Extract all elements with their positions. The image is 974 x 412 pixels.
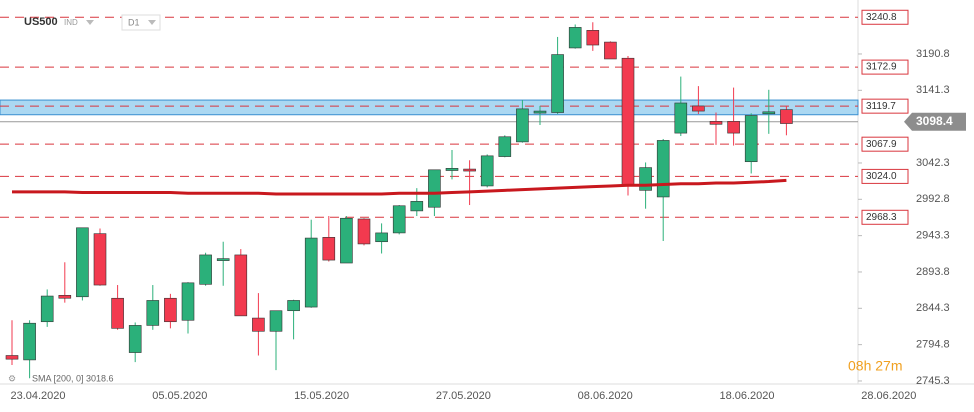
candle-body <box>639 167 652 191</box>
x-tick-label: 27.05.2020 <box>436 390 491 402</box>
candle-body <box>287 300 300 312</box>
zone <box>0 99 859 116</box>
candle-body <box>480 155 494 187</box>
candle-body <box>692 105 705 112</box>
candle-body <box>216 258 230 261</box>
dropdown-arrow[interactable] <box>148 20 156 25</box>
candle-body <box>709 121 723 125</box>
candle-body <box>375 232 388 243</box>
x-tick-label: 08.06.2020 <box>578 390 633 402</box>
level-label: 3119.7 <box>866 101 896 112</box>
dropdown-arrow[interactable] <box>86 20 94 25</box>
y-tick-label: 2992.8 <box>916 193 950 205</box>
candle-body <box>445 168 459 171</box>
candle-body <box>23 322 36 361</box>
candle-body <box>111 297 124 329</box>
level-label: 3024.0 <box>866 171 897 182</box>
timeframe[interactable]: D1 <box>128 17 140 27</box>
level-label: 3240.8 <box>866 12 897 23</box>
candle-body <box>516 108 529 143</box>
candle-body <box>428 169 441 208</box>
level-label-box <box>861 59 909 75</box>
candle-body <box>40 295 54 323</box>
x-tick-label: 05.05.2020 <box>152 390 207 402</box>
candle-body <box>252 317 265 332</box>
candle-body <box>93 233 107 286</box>
sma-line <box>12 178 787 196</box>
candle-body <box>533 110 547 114</box>
y-tick-label: 2794.8 <box>916 339 950 351</box>
level-label-box <box>861 209 909 225</box>
candle-body <box>656 140 670 198</box>
candle-body <box>392 205 406 234</box>
candle-body <box>322 237 336 261</box>
y-tick-label: 2893.8 <box>916 266 950 278</box>
candle-body <box>727 121 740 134</box>
candle-body <box>340 217 353 264</box>
candle-body <box>146 300 160 326</box>
candle-body <box>164 297 177 323</box>
x-tick-label: 18.06.2020 <box>719 390 774 402</box>
indicator-icon[interactable]: ⚙ <box>8 373 16 383</box>
y-tick-label: 2844.3 <box>916 302 950 314</box>
candle-body <box>357 218 371 245</box>
candle-body <box>199 254 212 285</box>
x-tick-label: 15.05.2020 <box>294 390 349 402</box>
candle-body <box>304 237 318 308</box>
level-label-box <box>861 9 909 25</box>
subtitle: IND <box>64 18 78 27</box>
level-label-box <box>861 136 909 152</box>
x-tick-label: 23.04.2020 <box>10 390 65 402</box>
y-tick-label: 3141.3 <box>916 84 950 96</box>
candle-body <box>744 115 758 163</box>
candle-body <box>58 295 72 299</box>
candle-body <box>5 355 19 360</box>
level-label-box <box>861 168 909 184</box>
current-price-label: 3098.4 <box>916 114 953 128</box>
y-tick-label: 2943.3 <box>916 230 950 242</box>
chart-title: US500 <box>24 16 58 28</box>
candle-body <box>234 254 248 317</box>
candle-body <box>463 168 476 172</box>
current-price-box <box>904 112 966 131</box>
candle-body <box>498 136 512 157</box>
candle-body <box>128 325 142 353</box>
candle-body <box>762 111 776 115</box>
y-tick-label: 2745.3 <box>916 375 950 387</box>
candle-body <box>780 109 793 124</box>
timeframe-box[interactable] <box>121 14 161 31</box>
candle-body <box>76 227 89 298</box>
sma-label: SMA [200, 0] 3018.6 <box>32 373 114 383</box>
y-tick-label: 3042.3 <box>916 157 950 169</box>
candle-body <box>269 310 283 332</box>
candle-body <box>604 41 617 60</box>
candle-body <box>621 57 635 187</box>
candle-body <box>551 54 564 113</box>
candle-body <box>181 282 195 321</box>
candle-body <box>568 27 582 49</box>
y-tick-label: 3190.8 <box>916 48 950 60</box>
candle-body <box>586 30 600 46</box>
candle-body <box>410 201 424 212</box>
countdown: 08h 27m <box>848 358 902 374</box>
level-label: 2968.3 <box>866 212 897 223</box>
level-label: 3067.9 <box>866 139 897 150</box>
candle-body <box>674 102 688 134</box>
x-tick-label: 28.06.2020 <box>861 390 916 402</box>
level-label-box <box>861 98 909 114</box>
level-label: 3172.9 <box>866 62 897 73</box>
